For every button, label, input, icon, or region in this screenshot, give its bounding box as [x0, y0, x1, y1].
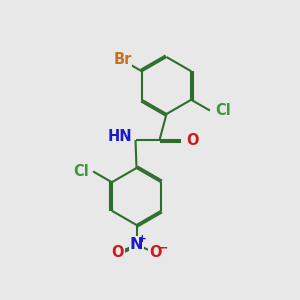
Text: Cl: Cl: [73, 164, 88, 179]
Text: O: O: [149, 245, 161, 260]
Text: O: O: [187, 133, 199, 148]
Text: N: N: [130, 237, 143, 252]
Text: O: O: [112, 245, 124, 260]
Text: +: +: [137, 234, 146, 244]
Text: HN: HN: [108, 129, 133, 144]
Text: Br: Br: [113, 52, 131, 68]
Text: Cl: Cl: [215, 103, 231, 118]
Text: −: −: [158, 241, 168, 254]
